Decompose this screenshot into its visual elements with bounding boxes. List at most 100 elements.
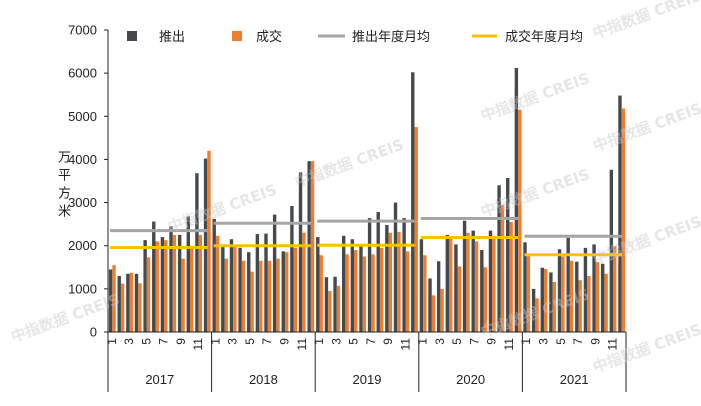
- series-1-bar: [506, 177, 510, 332]
- series-1-bar: [324, 277, 329, 332]
- series-2-bar: [500, 204, 505, 332]
- series-2-bar: [250, 271, 254, 332]
- series-2-bar: [587, 275, 591, 332]
- month-tick-label: 7: [364, 338, 378, 345]
- series-1-bar: [436, 261, 441, 332]
- month-tick-label: 7: [260, 338, 274, 345]
- month-tick-label: 7: [157, 338, 171, 345]
- series-2-bar: [319, 255, 323, 332]
- series-1-bar: [471, 230, 475, 332]
- series-1-bar: [272, 214, 277, 332]
- series-2-bar: [449, 237, 453, 332]
- y-ticks: 0 1000 2000 3000 4000 5000 6000 7000: [68, 23, 108, 340]
- series-2-bar: [578, 280, 582, 332]
- series-2-bar: [259, 260, 263, 332]
- series-2-bar: [466, 232, 470, 332]
- legend-swatch-series-1: [127, 31, 137, 41]
- month-tick-label: 5: [139, 338, 153, 345]
- month-tick-label: 5: [450, 338, 464, 345]
- series-1-bar: [281, 251, 285, 332]
- month-tick-label: 9: [588, 338, 602, 345]
- series-1-bar: [195, 173, 199, 332]
- series-1-bar: [221, 245, 225, 332]
- series-1-bar: [359, 245, 363, 332]
- month-tick-label: 11: [606, 338, 620, 351]
- month-tick-label: 11: [502, 338, 516, 351]
- series-1-bar: [316, 237, 320, 332]
- series-2-bar: [215, 235, 220, 332]
- series-1-bar: [419, 239, 424, 332]
- watermark: 中指数据 CREIS: [591, 99, 701, 155]
- series-2-bar: [431, 295, 436, 332]
- series-1-bar: [462, 220, 467, 332]
- series-2-bar: [569, 260, 574, 332]
- month-tick-label: 3: [122, 338, 136, 345]
- legend-label-series-2: 成交: [256, 29, 282, 45]
- series-2-bar: [483, 267, 487, 332]
- series-2-bar: [233, 245, 237, 332]
- series-1-bar: [540, 267, 544, 332]
- y-tick-label: 0: [90, 325, 97, 340]
- series-1-bar: [298, 172, 303, 332]
- series-1-bar: [583, 247, 588, 332]
- month-tick-label: 1: [519, 338, 533, 345]
- series-1-bar: [445, 234, 449, 332]
- month-tick-label: 11: [191, 338, 205, 351]
- series-1-bar: [480, 250, 484, 332]
- series-2-bar: [241, 260, 246, 332]
- series-1-bar: [350, 239, 355, 332]
- series-1-bar: [108, 269, 113, 332]
- month-tick-label: 5: [554, 338, 568, 345]
- month-tick-label: 9: [174, 338, 188, 345]
- series-2-bar: [371, 254, 375, 332]
- series-2-bar: [198, 234, 203, 332]
- series-1-bar: [177, 234, 182, 332]
- series-1-bar: [342, 235, 346, 332]
- y-axis-label: 万平方米: [55, 150, 70, 222]
- series-1-bar: [592, 244, 596, 332]
- series-2-bar: [336, 285, 341, 332]
- year-label: 2018: [249, 372, 278, 387]
- legend-label-series-1: 推出: [159, 30, 185, 45]
- series-2-bar: [345, 254, 349, 332]
- y-tick-label: 1000: [68, 281, 97, 296]
- series-1-bar: [203, 158, 208, 332]
- y-tick-label: 5000: [68, 109, 97, 124]
- series-1-bar: [169, 226, 173, 332]
- series-1-bar: [566, 237, 570, 332]
- year-label: 2019: [353, 372, 382, 387]
- y-tick-label: 6000: [68, 66, 97, 81]
- axes: [107, 30, 627, 392]
- series-2-bar: [310, 161, 315, 332]
- series-1-bar: [152, 221, 156, 332]
- legend-item-avg-2: 成交年度月均: [472, 29, 583, 45]
- series-1-bar: [186, 216, 190, 332]
- series-1-bar: [126, 273, 130, 332]
- series-1-bar: [618, 95, 622, 332]
- series-2-bar: [613, 246, 617, 332]
- series-2-bar: [405, 251, 410, 332]
- series-1-bar: [255, 234, 260, 332]
- series-1-bar: [238, 247, 242, 332]
- month-tick-label: 11: [295, 338, 309, 351]
- series-1-bar: [402, 218, 406, 332]
- y-tick-label: 7000: [68, 23, 97, 38]
- month-tick-label: 9: [485, 338, 499, 345]
- series-1-bar: [247, 252, 251, 332]
- avg-1-lines: [110, 217, 622, 238]
- watermark: 中指数据 CREIS: [590, 212, 701, 268]
- series-2-bar: [423, 255, 427, 332]
- series-2-bar: [129, 272, 133, 332]
- month-tick-label: 3: [226, 338, 240, 345]
- month-tick-label: 7: [467, 338, 481, 345]
- y-tick-label: 3000: [68, 195, 97, 210]
- series-1-bar: [376, 212, 380, 332]
- watermark: 中指数据 CREIS: [590, 0, 701, 42]
- year-label: 2020: [456, 372, 485, 387]
- series-2-bar: [138, 283, 142, 332]
- watermark: 中指数据 CREIS: [478, 165, 592, 221]
- series-2-bar: [526, 256, 531, 332]
- legend-item-series-1: 推出: [127, 30, 185, 45]
- series-2-bar: [172, 234, 177, 332]
